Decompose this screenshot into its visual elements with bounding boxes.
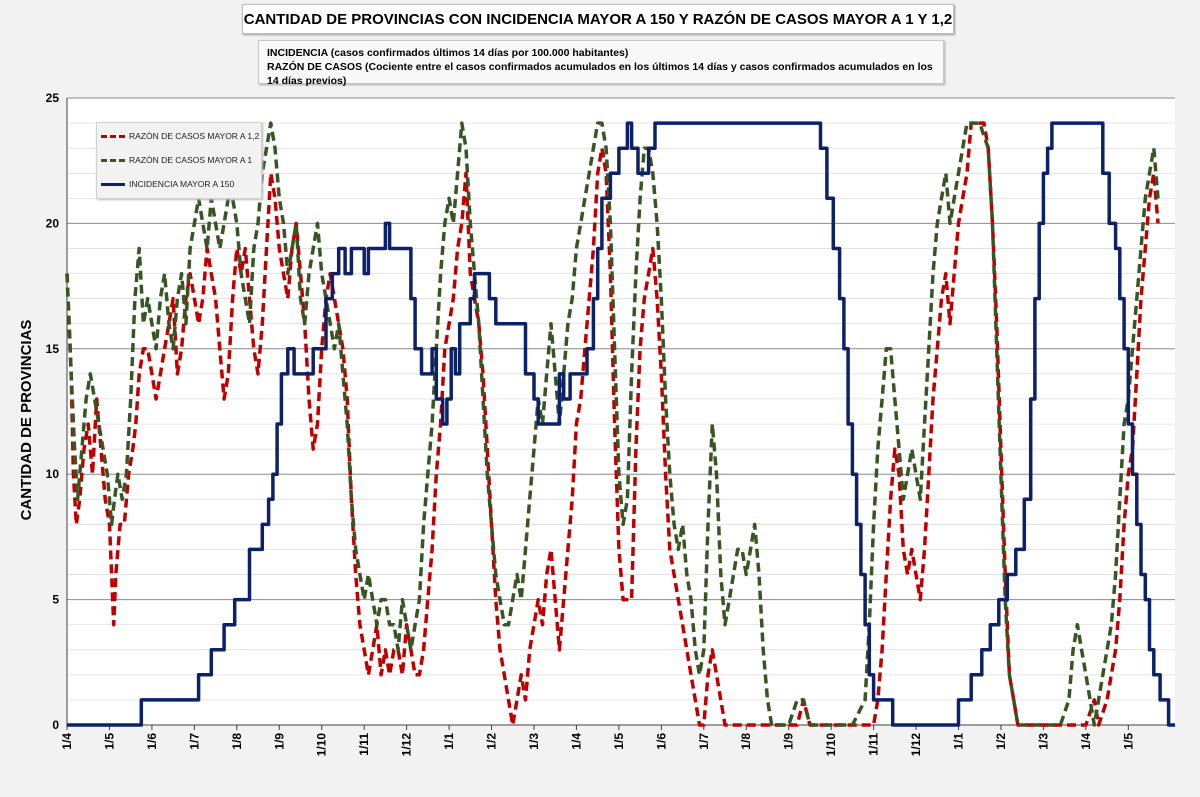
x-tick-label: 1/11 xyxy=(357,733,371,756)
x-tick-label: 1/4 xyxy=(60,733,74,750)
series-line-incidencia xyxy=(67,121,1175,727)
y-tick-label: 0 xyxy=(52,718,59,732)
x-tick-label: 1/10 xyxy=(315,733,329,757)
x-tick-label: 1/3 xyxy=(527,733,541,750)
legend-swatch-razon-1-2 xyxy=(101,134,125,138)
legend-swatch-incidencia xyxy=(101,182,125,186)
x-tick-label: 1/8 xyxy=(739,733,753,750)
y-tick-label: 20 xyxy=(46,216,60,230)
x-tick-label: 1/12 xyxy=(400,733,414,757)
legend-label-incidencia: INCIDENCIA MAYOR A 150 xyxy=(129,179,235,189)
x-tick-label: 1/7 xyxy=(187,733,201,750)
x-tick-label: 1/10 xyxy=(824,733,838,757)
legend-item-razon-1-2: RAZÓN DE CASOS MAYOR A 1,2 xyxy=(101,129,259,143)
note-razon: RAZÓN DE CASOS (Cociente entre el casos … xyxy=(267,61,933,87)
series-line-razon-1 xyxy=(65,121,1160,727)
legend-item-incidencia: INCIDENCIA MAYOR A 150 xyxy=(101,177,234,191)
x-tick-label: 1/1 xyxy=(442,733,456,750)
legend: RAZÓN DE CASOS MAYOR A 1,2 RAZÓN DE CASO… xyxy=(96,122,262,199)
chart-notes: INCIDENCIA (casos confirmados últimos 14… xyxy=(258,40,944,87)
x-tick-label: 1/9 xyxy=(782,733,796,750)
x-tick-label: 1/6 xyxy=(145,733,159,750)
x-tick-label: 1/3 xyxy=(1036,733,1050,750)
legend-swatch-razon-1 xyxy=(101,158,125,162)
x-tick-label: 1/2 xyxy=(485,733,499,750)
legend-item-razon-1: RAZÓN DE CASOS MAYOR A 1 xyxy=(101,153,252,167)
x-tick-label: 1/8 xyxy=(230,733,244,750)
legend-label-razon-1: RAZÓN DE CASOS MAYOR A 1 xyxy=(129,155,253,165)
x-tick-label: 1/4 xyxy=(569,733,583,750)
series-line-razon-1-2 xyxy=(65,121,1160,727)
y-tick-label: 10 xyxy=(46,467,60,481)
x-tick-label: 1/1 xyxy=(951,733,965,750)
x-tick-label: 1/9 xyxy=(272,733,286,750)
note-incidencia: INCIDENCIA (casos confirmados últimos 14… xyxy=(267,47,629,59)
x-tick-label: 1/2 xyxy=(994,733,1008,750)
x-tick-label: 1/5 xyxy=(1121,733,1135,750)
x-tick-label: 1/4 xyxy=(1079,733,1093,750)
x-tick-label: 1/6 xyxy=(654,733,668,750)
x-tick-label: 1/5 xyxy=(102,733,116,750)
x-tick-label: 1/12 xyxy=(909,733,923,757)
y-tick-label: 25 xyxy=(46,91,60,105)
chart-title: CANTIDAD DE PROVINCIAS CON INCIDENCIA MA… xyxy=(242,4,954,34)
x-tick-label: 1/11 xyxy=(867,733,881,756)
legend-label-razon-1-2: RAZÓN DE CASOS MAYOR A 1,2 xyxy=(129,131,260,141)
x-tick-label: 1/7 xyxy=(697,733,711,750)
y-tick-label: 15 xyxy=(46,342,60,356)
x-tick-label: 1/5 xyxy=(612,733,626,750)
y-tick-label: 5 xyxy=(52,593,59,607)
